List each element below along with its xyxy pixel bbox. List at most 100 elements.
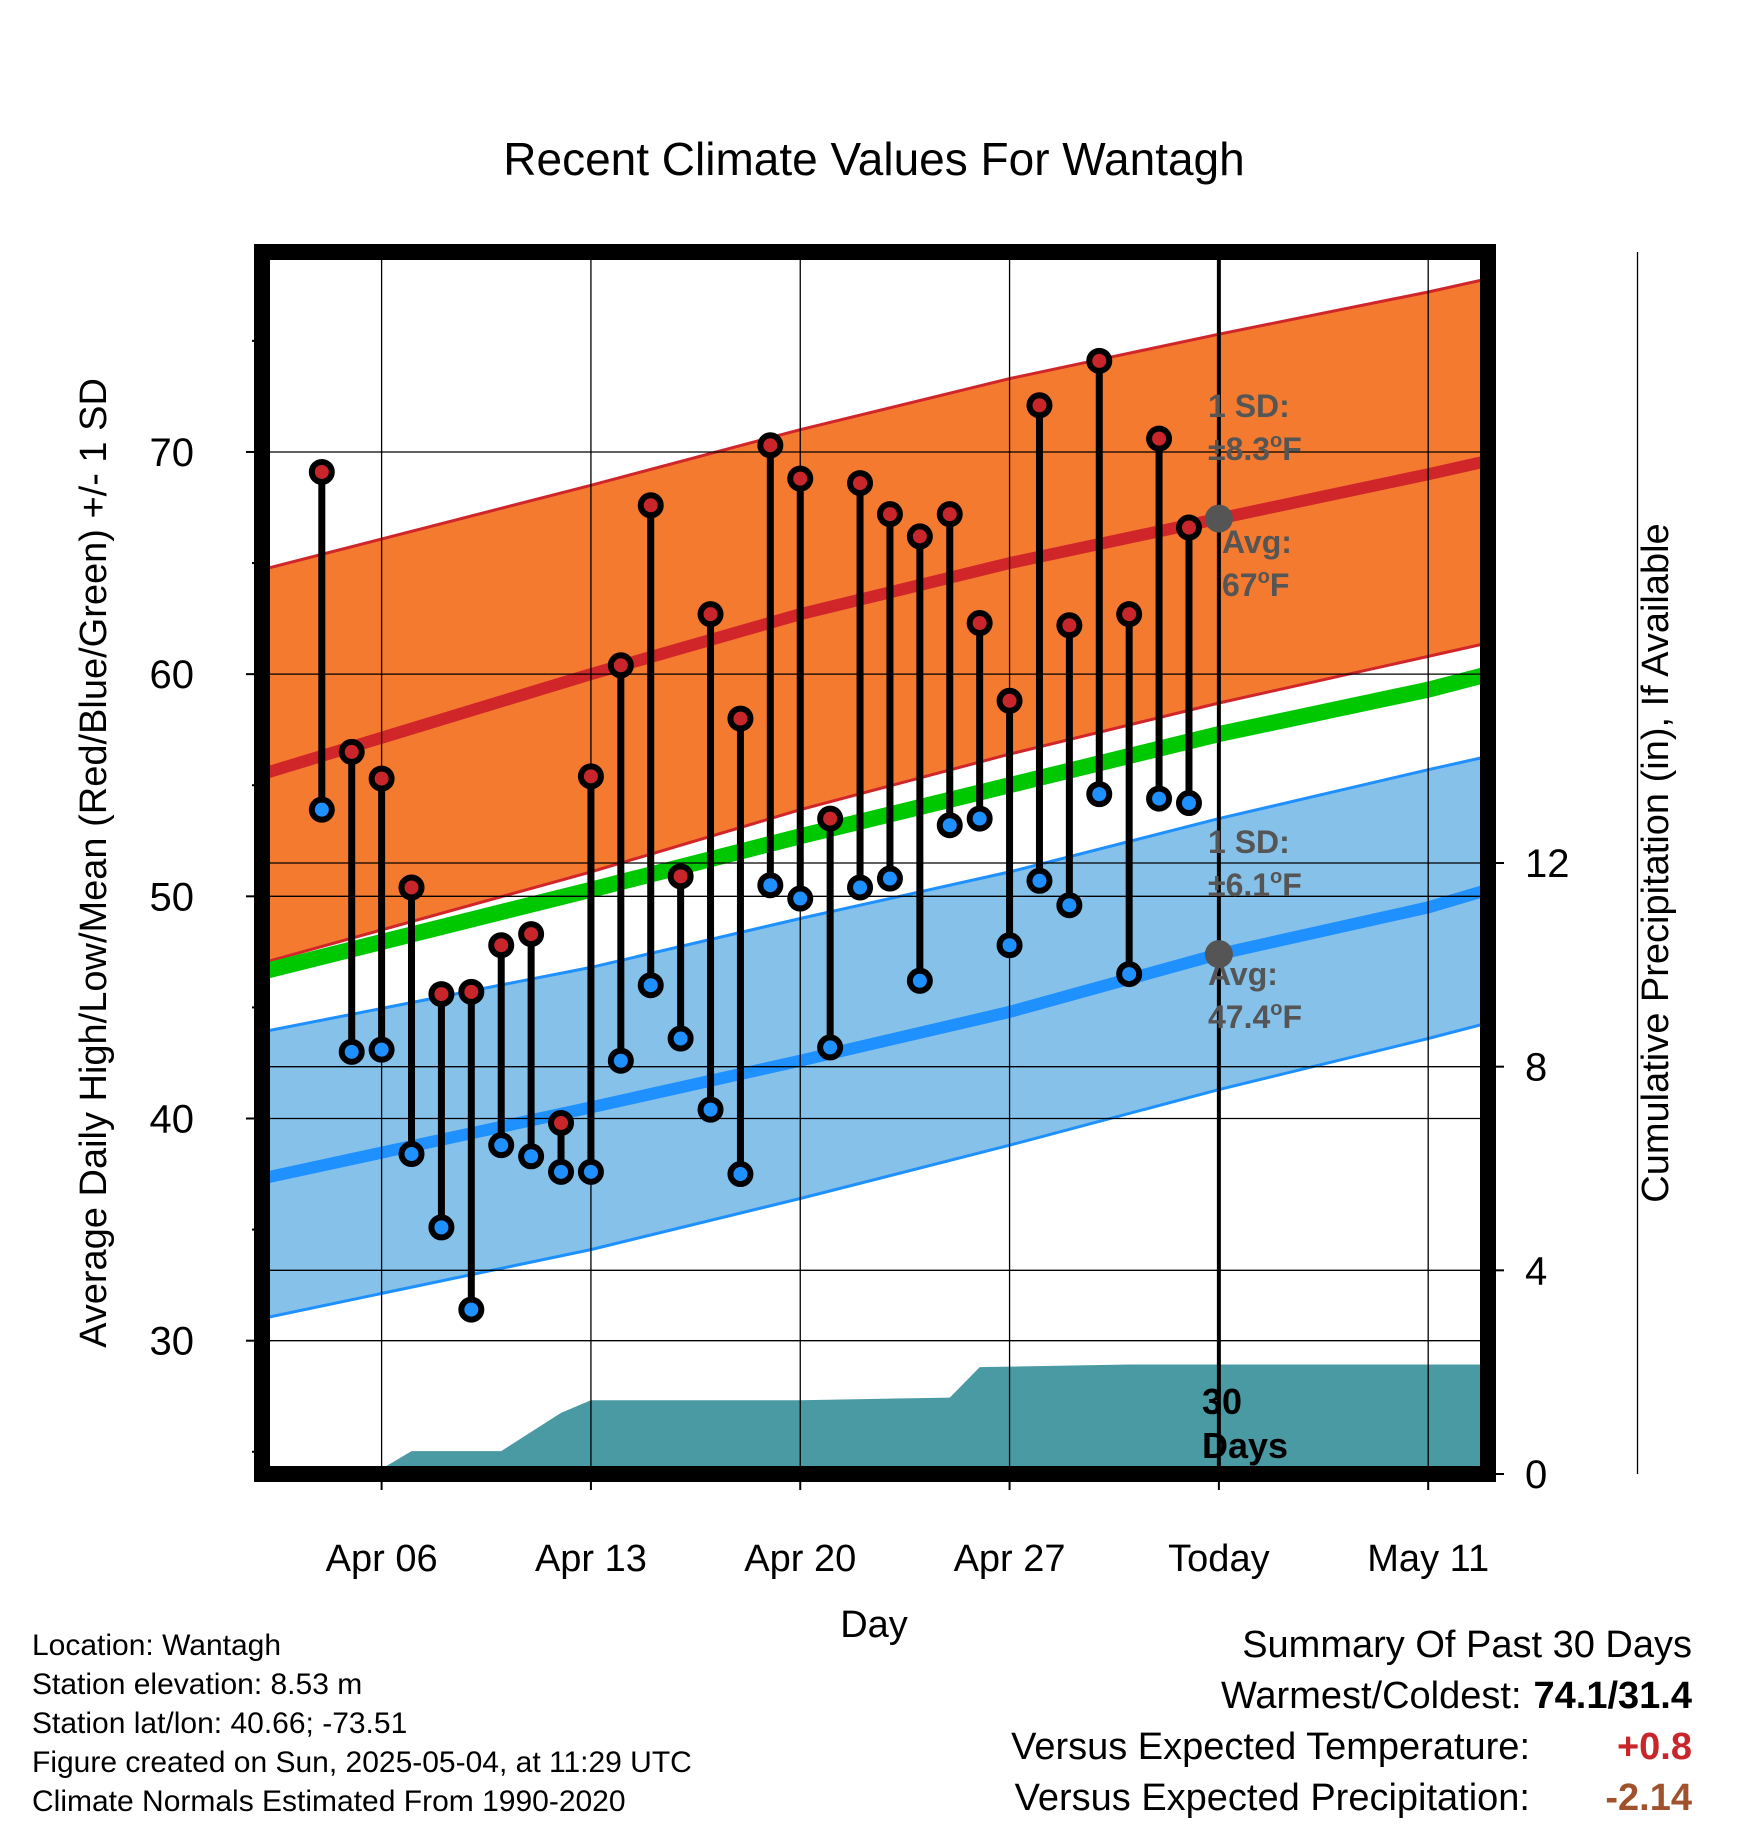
summary-panel: Summary Of Past 30 Days Warmest/Coldest:… — [1011, 1620, 1692, 1824]
low-point — [308, 796, 335, 823]
y2-tick-label: 8 — [1525, 1046, 1547, 1090]
summary-title: Summary Of Past 30 Days — [1242, 1624, 1692, 1666]
low-point — [996, 932, 1023, 959]
y-tick-label: 40 — [150, 1098, 195, 1142]
high-point — [727, 705, 754, 732]
summary-warmest-coldest: Warmest/Coldest: 74.1/31.4 — [1011, 1671, 1692, 1722]
low-point — [906, 967, 933, 994]
low-point — [338, 1038, 365, 1065]
plot-frame — [254, 244, 1496, 1482]
low-point — [1116, 961, 1143, 988]
low-point — [398, 1141, 425, 1168]
high-point — [577, 763, 604, 790]
x-tick-label: Apr 20 — [744, 1538, 856, 1580]
temp-label: Versus Expected Temperature: — [1011, 1726, 1530, 1768]
low-point — [936, 812, 963, 839]
low-point — [1146, 785, 1173, 812]
y-axis-label: Average Daily High/Low/Mean (Red/Blue/Gr… — [73, 378, 115, 1348]
high-point — [1086, 347, 1113, 374]
low-point — [548, 1158, 575, 1185]
low-point — [1175, 790, 1202, 817]
low-point — [757, 872, 784, 899]
high-point — [308, 458, 335, 485]
high-point — [1175, 514, 1202, 541]
y2-axis-label: Cumulative Precipitation (in), If Availa… — [1635, 523, 1677, 1202]
precip-area — [262, 1364, 1488, 1474]
period-number: 30 — [1202, 1381, 1242, 1422]
high-point — [936, 501, 963, 528]
high-point — [607, 652, 634, 679]
low-point — [577, 1158, 604, 1185]
high-avg-label: Avg: — [1222, 524, 1292, 560]
high-point — [368, 765, 395, 792]
x-tick-label: Today — [1168, 1538, 1269, 1580]
x-tick-label: May 11 — [1367, 1538, 1489, 1580]
normals-text: Climate Normals Estimated From 1990-2020 — [32, 1785, 626, 1818]
low-point — [817, 1034, 844, 1061]
high-point — [757, 432, 784, 459]
y-tick-label: 30 — [150, 1320, 195, 1364]
period-unit: Days — [1202, 1425, 1288, 1466]
low-point — [458, 1296, 485, 1323]
high-point — [428, 981, 455, 1008]
x-tick-label: Apr 27 — [954, 1538, 1066, 1580]
high-point — [697, 601, 724, 628]
high-point — [458, 978, 485, 1005]
observations — [308, 347, 1233, 1323]
chart-title: Recent Climate Values For Wantagh — [503, 133, 1244, 185]
station-info: Location: Wantagh Station elevation: 8.5… — [32, 1626, 692, 1821]
summary-precip: Versus Expected Precipitation: -2.14 — [1011, 1773, 1692, 1824]
location-text: Location: Wantagh — [32, 1629, 282, 1662]
high-point — [667, 863, 694, 890]
precip-label: Versus Expected Precipitation: — [1014, 1777, 1530, 1819]
precip-value: -2.14 — [1605, 1777, 1692, 1819]
low-point — [697, 1096, 724, 1123]
y2-tick-label: 4 — [1525, 1249, 1547, 1293]
high-point — [847, 470, 874, 497]
latlon-text: Station lat/lon: 40.66; -73.51 — [32, 1707, 408, 1740]
warmest-coldest-value: 74.1/31.4 — [1533, 1675, 1692, 1717]
low-point — [488, 1132, 515, 1159]
warmest-coldest-label: Warmest/Coldest: — [1220, 1675, 1522, 1717]
elevation-text: Station elevation: 8.53 m — [32, 1668, 363, 1701]
x-tick-label: Apr 06 — [326, 1538, 438, 1580]
summary-temp: Versus Expected Temperature: +0.8 — [1011, 1722, 1692, 1773]
high-point — [906, 523, 933, 550]
y2-tick-label: 0 — [1525, 1453, 1547, 1497]
low-point — [1056, 892, 1083, 919]
high-point — [876, 501, 903, 528]
high-point — [518, 921, 545, 948]
y2-tick-label: 12 — [1525, 842, 1570, 886]
x-axis-label: Day — [840, 1604, 908, 1646]
high-sd-band — [262, 278, 1488, 963]
low-point — [368, 1036, 395, 1063]
y-tick-label: 70 — [150, 431, 195, 475]
low-point — [637, 972, 664, 999]
y-tick-label: 60 — [150, 653, 195, 697]
low-point — [667, 1025, 694, 1052]
high-point — [548, 1109, 575, 1136]
temp-value: +0.8 — [1616, 1726, 1692, 1768]
high-point — [1026, 392, 1053, 419]
low-point — [518, 1143, 545, 1170]
today-high-avg-marker — [1204, 504, 1233, 533]
low-point — [787, 885, 814, 912]
low-point — [876, 865, 903, 892]
y-tick-label: 50 — [150, 875, 195, 919]
high-point — [966, 610, 993, 637]
high-point — [338, 738, 365, 765]
high-point — [398, 874, 425, 901]
low-point — [1086, 781, 1113, 808]
plot-area — [262, 277, 1488, 1474]
low-point — [428, 1214, 455, 1241]
low-point — [847, 874, 874, 901]
high-point — [817, 805, 844, 832]
axis-labels: 30 40 50 60 70 0 4 8 12 Apr 06 Apr 13 Apr 20 Apr 27 T… — [150, 431, 1570, 1580]
high-avg-value: 67oF — [1222, 566, 1289, 603]
high-point — [1116, 601, 1143, 628]
low-avg-label: Avg: — [1208, 956, 1278, 992]
high-point — [996, 687, 1023, 714]
low-point — [966, 805, 993, 832]
high-point — [787, 465, 814, 492]
